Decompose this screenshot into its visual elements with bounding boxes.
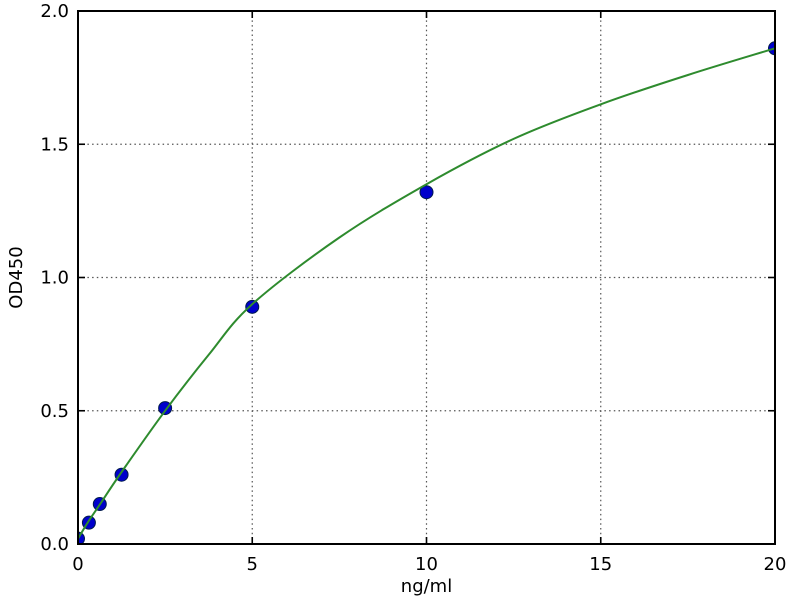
x-axis-label: ng/ml (401, 576, 452, 597)
fit-curve (77, 47, 776, 540)
y-tick-label: 2.0 (40, 1, 69, 22)
x-tick-label: 15 (589, 554, 612, 575)
tick-labels: 0 5 10 15 20 0.0 0.5 1.0 1.5 2.0 (40, 1, 786, 575)
data-point (245, 299, 260, 314)
y-tick-label: 1.0 (40, 268, 69, 289)
y-axis-label: OD450 (6, 246, 27, 308)
x-tick-label: 5 (247, 554, 258, 575)
x-tick-label: 20 (764, 554, 787, 575)
grid-lines (78, 11, 775, 544)
y-tick-label: 0.5 (40, 401, 69, 422)
axis-ticks (77, 10, 776, 545)
data-point (419, 185, 434, 200)
y-tick-label: 0.0 (40, 534, 69, 555)
y-tick-label: 1.5 (40, 134, 69, 155)
x-tick-label: 0 (72, 554, 83, 575)
x-tick-label: 10 (415, 554, 438, 575)
